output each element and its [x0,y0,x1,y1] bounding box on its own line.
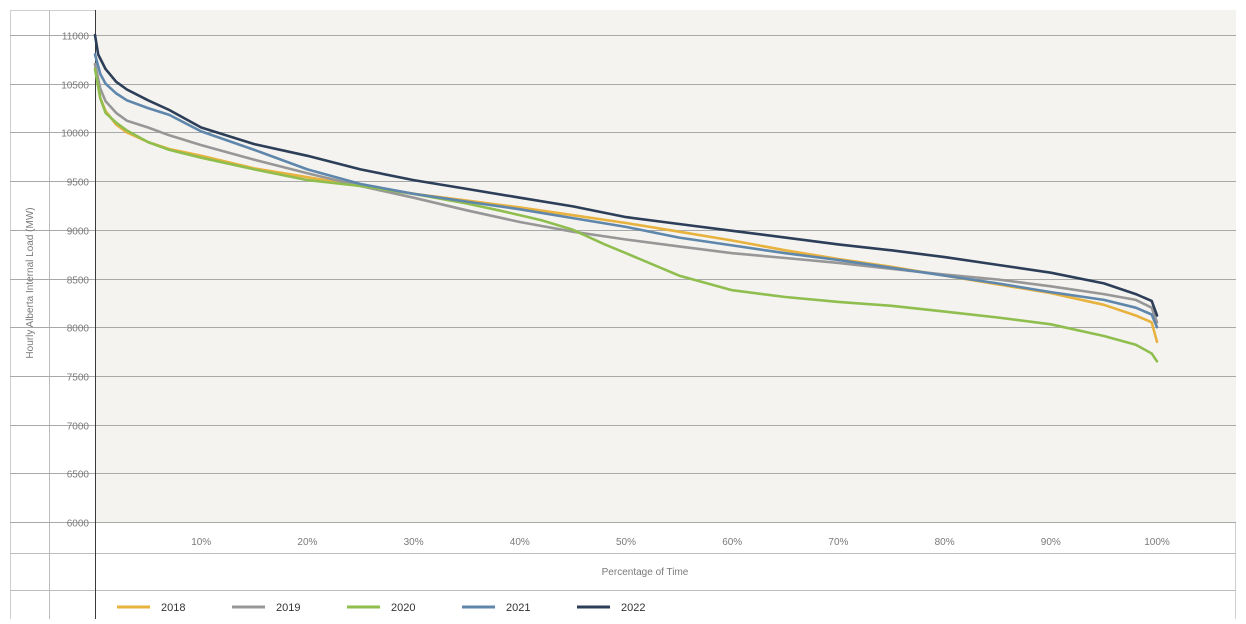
plot-area-background [95,10,1236,522]
y-tick-label: 9500 [67,178,90,189]
x-tick-labels: 10% 20% 30% 40% 50% 60% 70% 80% 90% 100% [191,537,1170,548]
x-tick-label: 30% [404,537,424,548]
y-tick-label: 8500 [67,276,90,287]
legend-item-2022: 2022 [577,602,645,614]
y-tick-label: 11000 [62,32,90,43]
series-line-2021 [93,53,1159,329]
x-tick-label: 10% [191,537,211,548]
y-tick-labels: 6000 6500 7000 7500 8000 8500 9000 9500 10000 105… [61,32,89,530]
x-tick-label: 70% [828,537,848,548]
x-tick-label: 90% [1041,537,1061,548]
series-line-2020 [93,67,1159,363]
legend-label: 2021 [506,602,530,614]
legend-label: 2022 [621,602,645,614]
y-tick-label: 6000 [67,519,90,530]
y-tick-label: 10000 [61,129,89,140]
legend-item-2018: 2018 [117,602,185,614]
series-lines [93,33,1159,363]
x-tick-label: 40% [510,537,530,548]
x-tick-label: 100% [1144,537,1170,548]
series-line-2019 [93,62,1159,324]
grid-lines [10,35,1236,523]
legend-label: 2019 [276,602,300,614]
y-tick-label: 9000 [67,227,90,238]
x-tick-label: 50% [616,537,636,548]
y-tick-label: 8000 [67,324,90,335]
legend-label: 2018 [161,602,185,614]
legend: 2018 2019 2020 2021 2022 [117,602,645,614]
x-tick-label: 60% [722,537,742,548]
y-tick-label: 6500 [67,470,90,481]
y-axis-title: Hourly Alberta Internal Load (MW) [25,207,36,358]
x-tick-label: 20% [297,537,317,548]
legend-item-2019: 2019 [232,602,300,614]
y-tick-label: 7000 [67,422,90,433]
legend-item-2021: 2021 [462,602,530,614]
y-tick-label: 7500 [67,373,90,384]
x-axis-title: Percentage of Time [602,567,689,578]
series-line-2022 [93,33,1159,317]
legend-label: 2020 [391,602,415,614]
legend-item-2020: 2020 [347,602,415,614]
y-tick-label: 10500 [61,81,89,92]
x-tick-label: 80% [935,537,955,548]
